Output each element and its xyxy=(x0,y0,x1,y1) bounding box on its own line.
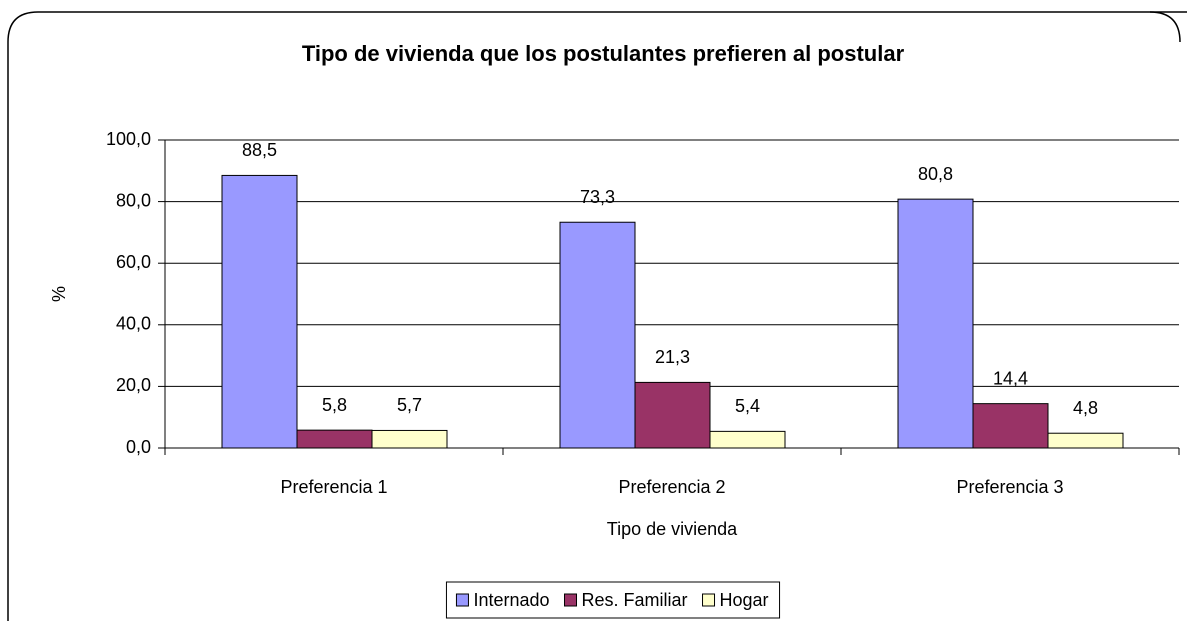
legend-label: Hogar xyxy=(720,590,769,610)
data-label: 73,3 xyxy=(580,187,615,207)
bar xyxy=(972,403,1049,449)
data-label: 5,8 xyxy=(322,395,347,415)
data-label: 14,4 xyxy=(993,368,1028,388)
x-tick-label: Preferencia 1 xyxy=(280,477,387,497)
data-label: 88,5 xyxy=(242,140,277,160)
bar xyxy=(221,174,298,449)
x-tick-label: Preferencia 2 xyxy=(618,477,725,497)
y-tick-label: 60,0 xyxy=(116,252,151,272)
legend-label: Internado xyxy=(473,590,549,610)
data-label: 5,4 xyxy=(735,396,760,416)
data-label: 5,7 xyxy=(397,395,422,415)
data-label: 4,8 xyxy=(1073,398,1098,418)
y-tick-label: 0,0 xyxy=(126,437,151,457)
legend-swatch xyxy=(564,593,578,607)
data-label: 21,3 xyxy=(655,347,690,367)
y-tick-label: 100,0 xyxy=(106,129,151,149)
legend-swatch xyxy=(455,593,469,607)
bar xyxy=(296,429,373,449)
y-tick-label: 80,0 xyxy=(116,190,151,210)
legend-swatch xyxy=(702,593,716,607)
bar xyxy=(371,429,448,449)
chart-border-corner xyxy=(1149,11,1181,43)
bar xyxy=(897,198,974,449)
x-tick-label: Preferencia 3 xyxy=(956,477,1063,497)
y-tick-label: 20,0 xyxy=(116,375,151,395)
bar xyxy=(559,221,636,449)
data-label: 80,8 xyxy=(918,164,953,184)
bar xyxy=(634,381,711,449)
y-tick-label: 40,0 xyxy=(116,314,151,334)
legend-label: Res. Familiar xyxy=(582,590,688,610)
legend-box xyxy=(445,581,781,619)
bar xyxy=(1047,432,1124,449)
bar xyxy=(709,430,786,449)
chart-border xyxy=(7,11,1187,621)
x-axis-label: Tipo de vivienda xyxy=(607,519,738,539)
y-axis-label: % xyxy=(49,286,69,302)
chart-title: Tipo de vivienda que los postulantes pre… xyxy=(302,41,905,66)
